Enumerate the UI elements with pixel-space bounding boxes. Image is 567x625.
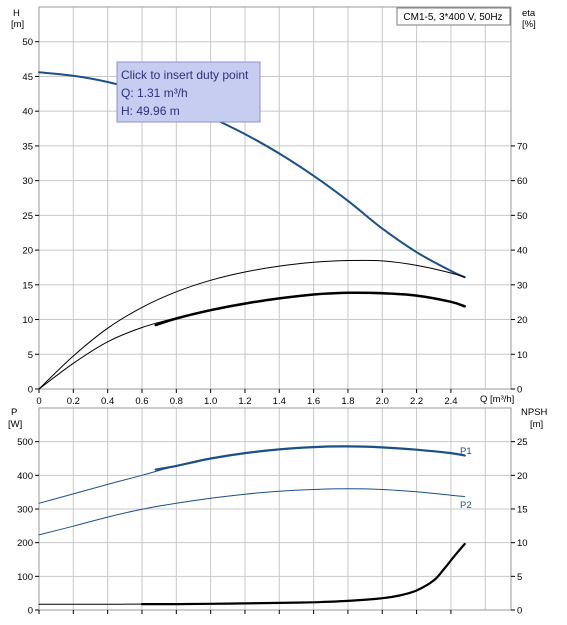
chart-title: CM1-5, 3*400 V, 50Hz <box>403 12 502 23</box>
y-left-tick-label: 30 <box>22 176 33 187</box>
title-badge-box <box>396 7 511 26</box>
x-tick-label: 2.4 <box>444 396 457 407</box>
y-left-tick-label: 200 <box>17 538 33 549</box>
top-left-axis-label-line1: H <box>13 8 20 19</box>
top-right-axis-label: eta [%] <box>522 8 536 30</box>
bottom-panel: 0 100 200 300 400 500 0 5 10 15 20 25 P [W] NPSH [m… <box>8 407 548 617</box>
y-right-tick-label: 25 <box>517 437 528 448</box>
y-right-tick-label: 40 <box>517 246 528 257</box>
tooltip-line-1: Click to insert duty point <box>121 68 249 82</box>
curve-right-series-1[interactable] <box>38 259 466 390</box>
x-tick-label: 1.4 <box>273 396 286 407</box>
top-grid <box>39 7 511 389</box>
x-tick-label: 0.6 <box>135 396 148 407</box>
bottom-left-axis-label-line2: [W] <box>8 419 22 430</box>
curve-right-series-2[interactable] <box>38 292 466 390</box>
x-tick-label: 1.6 <box>307 396 320 407</box>
bottom-right-axis-label-line1: NPSH <box>521 407 548 418</box>
top-curves[interactable] <box>38 71 466 390</box>
x-tick-label: 0 <box>36 396 41 407</box>
curve-right-series-4[interactable] <box>140 542 466 606</box>
bottom-right-axis-label-line2: [m] <box>530 419 543 430</box>
x-tick-label: 0.2 <box>67 396 80 407</box>
curve-right-series-3[interactable] <box>154 291 466 327</box>
y-left-tick-label: 0 <box>28 606 33 617</box>
duty-point-tooltip[interactable]: Click to insert duty point Q: 1.31 m³/h … <box>116 61 261 123</box>
top-panel: 0 0.2 0.4 0.6 0.8 1.0 1.2 1.4 1.6 1.8 2.0 2.2 2.4 0 5 1… <box>11 6 536 407</box>
y-right-tick-label: 70 <box>517 141 528 152</box>
top-left-axis-label: H [m] <box>11 8 24 30</box>
top-ticks: 0 0.2 0.4 0.6 0.8 1.0 1.2 1.4 1.6 1.8 2.0 2.2 2.4 0 5 1… <box>22 37 527 407</box>
y-right-tick-label: 0 <box>517 385 522 396</box>
y-left-tick-label: 400 <box>17 471 33 482</box>
y-right-tick-label: 0 <box>517 606 522 617</box>
curve-left-series-0[interactable] <box>38 71 466 279</box>
y-left-tick-label: 500 <box>17 437 33 448</box>
x-tick-label: 2.2 <box>410 396 423 407</box>
series-label-p2: P2 <box>460 500 472 511</box>
top-left-axis-label-line2: [m] <box>11 19 24 30</box>
x-tick-label: 1.2 <box>238 396 251 407</box>
x-tick-label: 1.8 <box>341 396 354 407</box>
y-right-tick-label: 10 <box>517 350 528 361</box>
tooltip-line-3: H: 49.96 m <box>121 104 180 118</box>
top-x-axis-label: Q [m³/h] <box>480 394 514 405</box>
x-tick-label: 1.0 <box>204 396 217 407</box>
bottom-left-axis-label: P [W] <box>8 407 22 430</box>
y-left-tick-label: 15 <box>22 280 33 291</box>
y-right-tick-label: 15 <box>517 505 528 516</box>
x-tick-label: 2.0 <box>376 396 389 407</box>
x-tick-label: 0.8 <box>170 396 183 407</box>
bottom-right-axis-label: NPSH [m] <box>521 407 548 430</box>
series-label-p1: P1 <box>460 446 472 457</box>
y-right-tick-label: 5 <box>517 572 522 583</box>
y-left-tick-label: 25 <box>22 211 33 222</box>
bottom-curves[interactable] <box>38 445 466 606</box>
tooltip-line-2: Q: 1.31 m³/h <box>121 86 188 100</box>
curve-p1[interactable] <box>154 445 466 471</box>
top-right-axis-label-line2: [%] <box>522 19 536 30</box>
bottom-grid <box>39 408 511 610</box>
y-left-tick-label: 300 <box>17 505 33 516</box>
x-tick-label: 0.4 <box>101 396 114 407</box>
curve-p2[interactable] <box>38 488 466 536</box>
tooltip-box[interactable] <box>116 61 261 123</box>
y-left-tick-label: 40 <box>22 107 33 118</box>
y-right-tick-label: 60 <box>517 176 528 187</box>
top-plot-frame <box>38 6 512 390</box>
y-left-tick-label: 100 <box>17 572 33 583</box>
bottom-ticks: 0 100 200 300 400 500 0 5 10 15 20 25 <box>17 437 527 616</box>
y-left-tick-label: 20 <box>22 246 33 257</box>
bottom-left-axis-label-line1: P <box>11 407 17 418</box>
y-right-tick-label: 30 <box>517 280 528 291</box>
y-right-tick-label: 10 <box>517 538 528 549</box>
y-left-tick-label: 0 <box>28 385 33 396</box>
y-right-tick-label: 20 <box>517 471 528 482</box>
y-left-tick-label: 45 <box>22 72 33 83</box>
y-left-tick-label: 35 <box>22 141 33 152</box>
y-left-tick-label: 5 <box>28 350 33 361</box>
y-left-tick-label: 10 <box>22 315 33 326</box>
title-badge: CM1-5, 3*400 V, 50Hz <box>396 7 511 26</box>
y-left-tick-label: 50 <box>22 37 33 48</box>
y-right-tick-label: 50 <box>517 211 528 222</box>
y-right-tick-label: 20 <box>517 315 528 326</box>
top-right-axis-label-line1: eta <box>522 8 536 19</box>
